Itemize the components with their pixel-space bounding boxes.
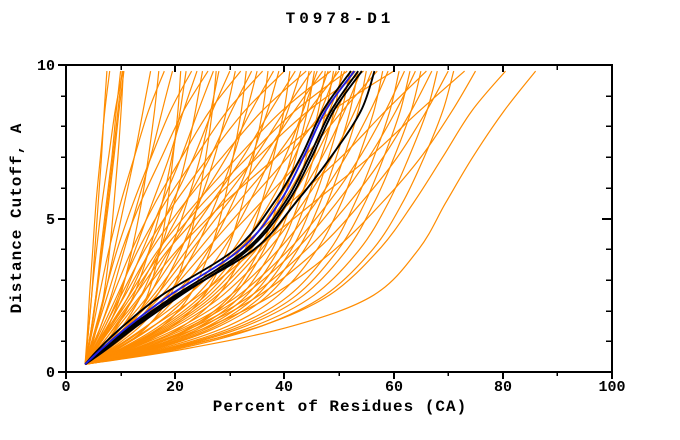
curve-m39 [84,70,318,365]
curve-m10 [84,70,165,365]
curve-m69 [84,70,438,365]
x-tick-label: 100 [598,379,625,396]
y-axis-label: Distance Cutoff, A [8,122,26,314]
curve-m65 [84,70,416,365]
curve-m30 [84,70,280,365]
x-tick-label: 80 [494,379,512,396]
curve-m49 [84,70,348,365]
curve-m74 [84,70,506,365]
curve-m61 [84,70,394,365]
curve-m73 [84,70,477,365]
curve-m71 [85,70,455,365]
curve-m26 [84,70,258,365]
curve-m67 [84,70,427,365]
curve-ref-black-1 [84,70,352,365]
curve-m72 [84,70,465,365]
curve-m57 [84,70,373,365]
x-tick-label: 40 [275,379,293,396]
curve-m75 [85,70,537,365]
curve-m55 [84,70,364,365]
curve-m53 [84,70,359,365]
curve-ref-blue [84,70,356,365]
curve-m02 [84,71,111,365]
curve-m23 [84,70,242,365]
x-axis-label: Percent of Residues (CA) [212,398,468,416]
curve-m54 [84,70,362,365]
y-tick-label: 10 [37,58,55,75]
curve-m27 [84,70,264,365]
curve-m56 [84,70,367,365]
y-tick-label: 0 [46,365,55,382]
model-curves [84,70,537,366]
curve-m70 [84,70,449,365]
curve-m68 [84,70,433,365]
curve-m34 [84,70,302,365]
curve-m63 [84,70,406,365]
curve-m62 [84,70,400,365]
curve-ref-black-4 [84,70,376,366]
curve-m43 [84,70,332,365]
y-tick-label: 5 [46,212,55,229]
curve-m31 [84,70,285,365]
curve-m58 [84,70,378,365]
curve-m60 [84,70,389,365]
curve-ref-black-3 [84,70,363,366]
x-tick-label: 60 [385,379,403,396]
x-tick-label: 0 [61,379,70,396]
chart-title: T0978-D1 [285,10,395,28]
curve-m14 [84,70,193,365]
x-tick-label: 20 [166,379,184,396]
curve-m07 [84,70,124,365]
curve-m64 [84,70,411,365]
curve-m17 [84,70,209,365]
curve-m35 [84,70,307,365]
